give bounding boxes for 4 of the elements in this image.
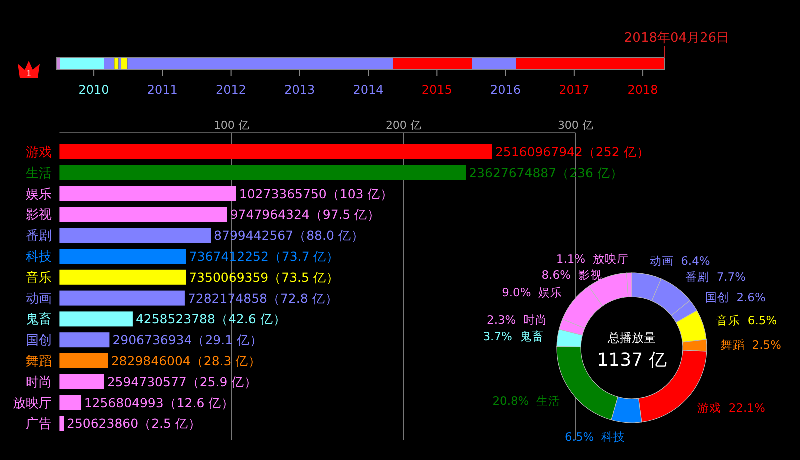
- annotation: 2018年04月26日: [624, 31, 730, 46]
- subtitle: 1137 亿: [597, 350, 667, 371]
- annotation: 1: [26, 70, 32, 78]
- title: 总播放量: [608, 331, 656, 345]
